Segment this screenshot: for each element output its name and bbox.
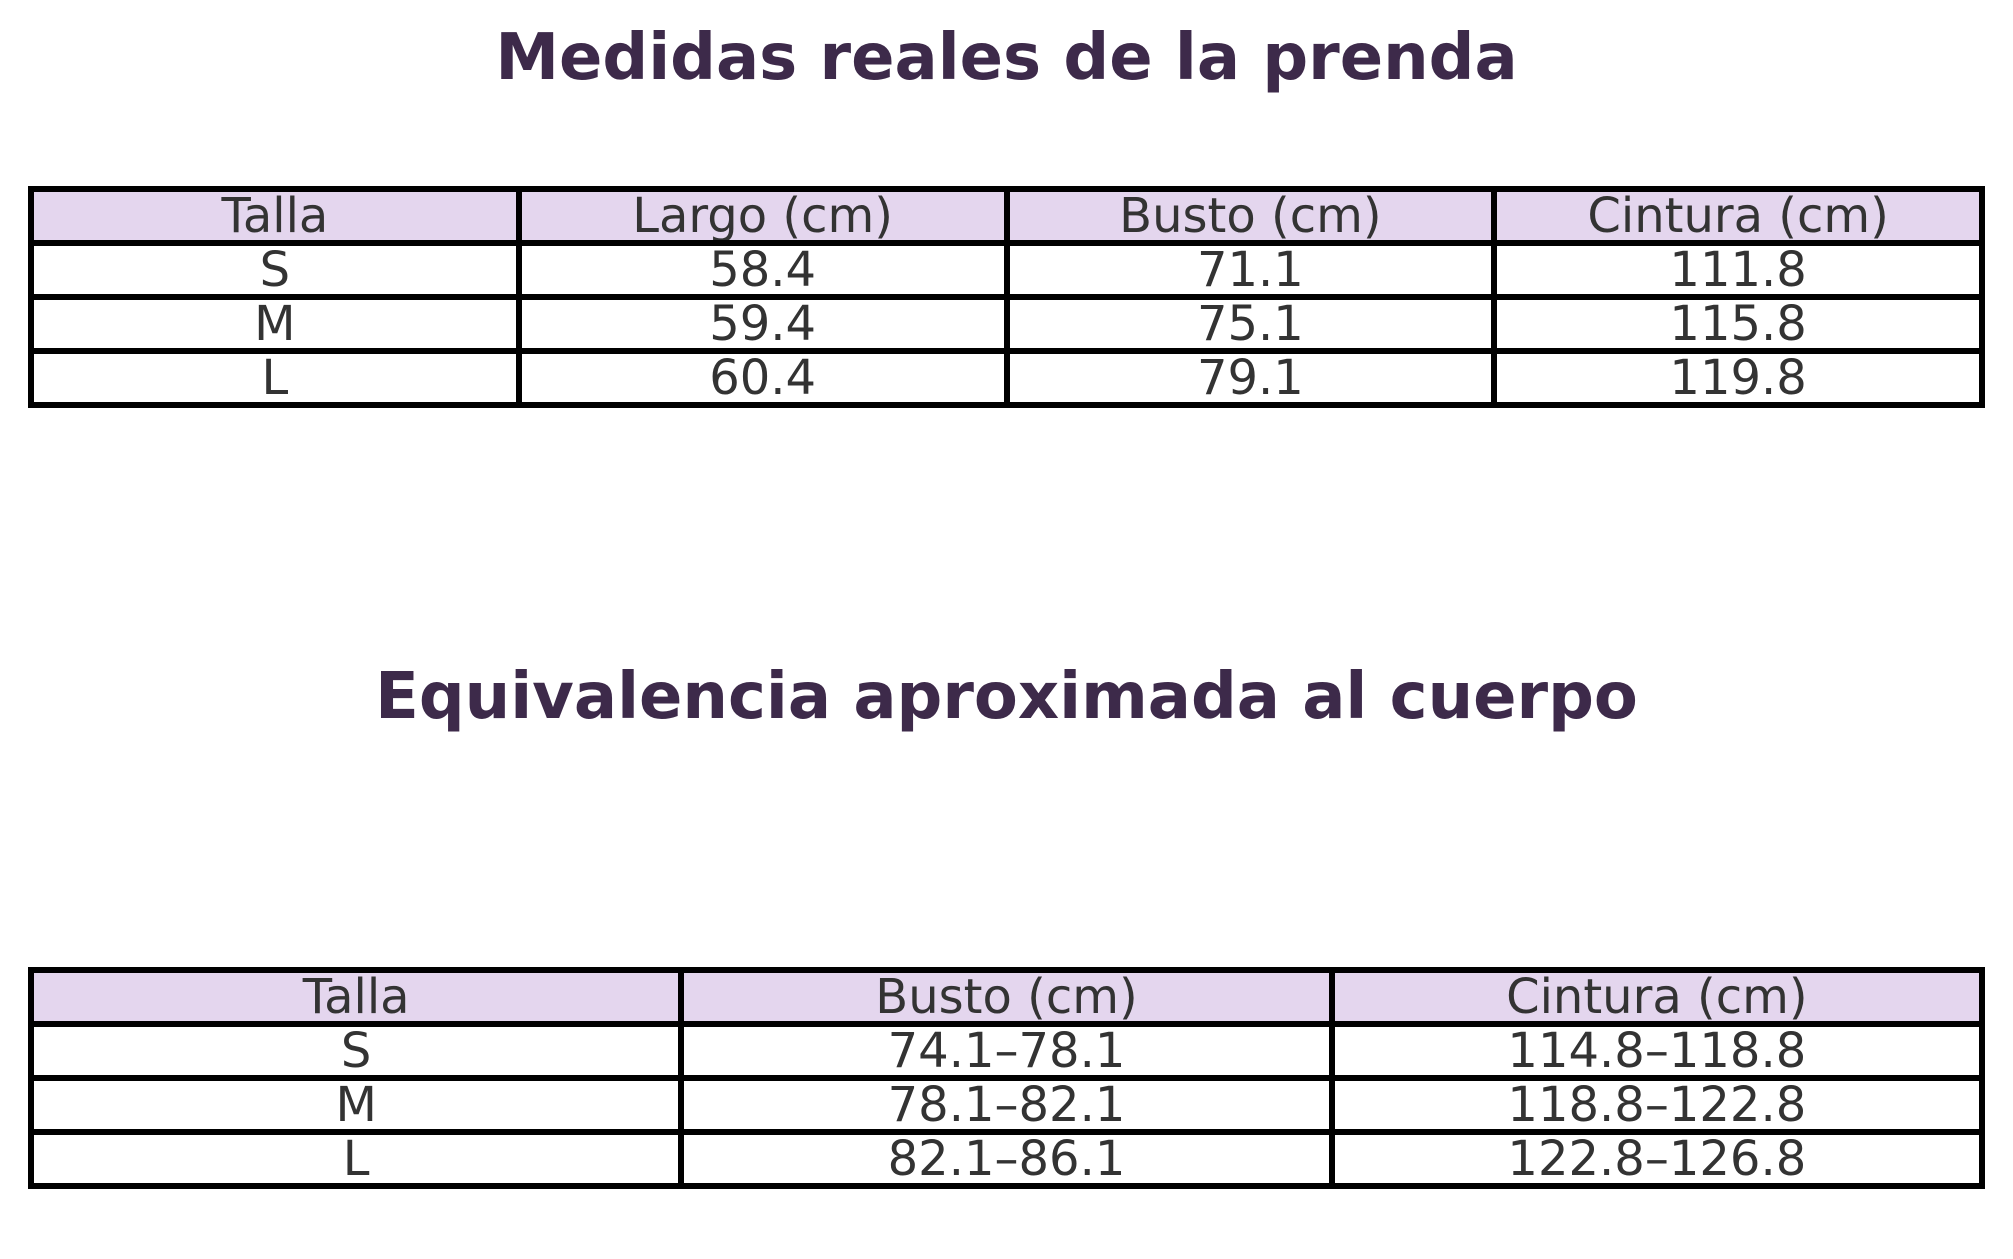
table-cell: 115.8	[1491, 294, 1985, 354]
header-row: Talla Busto (cm) Cintura (cm)	[27, 967, 1986, 1027]
header-cell: Cintura (cm)	[1328, 967, 1986, 1027]
section-title: Medidas reales de la prenda	[495, 21, 1518, 95]
header-cell: Largo (cm)	[515, 186, 1010, 246]
table-cell: L	[28, 348, 522, 408]
table-row: S 74.1–78.1 114.8–118.8	[27, 1021, 1986, 1081]
header-cell: Talla	[27, 967, 685, 1027]
table-cell: 119.8	[1491, 348, 1985, 408]
table-cell: S	[27, 1021, 685, 1081]
table-row: L 60.4 79.1 119.8	[28, 348, 1985, 408]
table-row: M 78.1–82.1 118.8–122.8	[27, 1075, 1986, 1135]
table-row: L 82.1–86.1 122.8–126.8	[27, 1129, 1986, 1189]
table-cell: 79.1	[1003, 348, 1498, 408]
table-cell: M	[28, 294, 522, 354]
table-cell: 82.1–86.1	[678, 1129, 1335, 1189]
table-cell: 60.4	[515, 348, 1010, 408]
table: Talla Busto (cm) Cintura (cm) S 74.1–78.1 114…	[27, 967, 1986, 1189]
section-title: Equivalencia aproximada al cuerpo	[375, 660, 1638, 734]
table-cell: S	[28, 240, 522, 300]
table-row: S 58.4 71.1 111.8	[28, 240, 1985, 300]
header-cell: Talla	[28, 186, 522, 246]
header-row: Talla Largo (cm) Busto (cm) Cintura (cm)	[28, 186, 1985, 246]
table-cell: 58.4	[515, 240, 1010, 300]
table-cell: 111.8	[1491, 240, 1985, 300]
table-cell: L	[27, 1129, 685, 1189]
table-cell: 74.1–78.1	[678, 1021, 1335, 1081]
table-cell: 114.8–118.8	[1328, 1021, 1986, 1081]
table-row: M 59.4 75.1 115.8	[28, 294, 1985, 354]
table-cell: 75.1	[1003, 294, 1498, 354]
table-cell: M	[27, 1075, 685, 1135]
table-cell: 122.8–126.8	[1328, 1129, 1986, 1189]
header-cell: Busto (cm)	[1003, 186, 1498, 246]
header-cell: Busto (cm)	[678, 967, 1335, 1027]
table: Talla Largo (cm) Busto (cm) Cintura (cm) S 58…	[28, 186, 1985, 408]
table-cell: 59.4	[515, 294, 1010, 354]
header-cell: Cintura (cm)	[1491, 186, 1985, 246]
table-cell: 71.1	[1003, 240, 1498, 300]
table-cell: 118.8–122.8	[1328, 1075, 1986, 1135]
table-cell: 78.1–82.1	[678, 1075, 1335, 1135]
